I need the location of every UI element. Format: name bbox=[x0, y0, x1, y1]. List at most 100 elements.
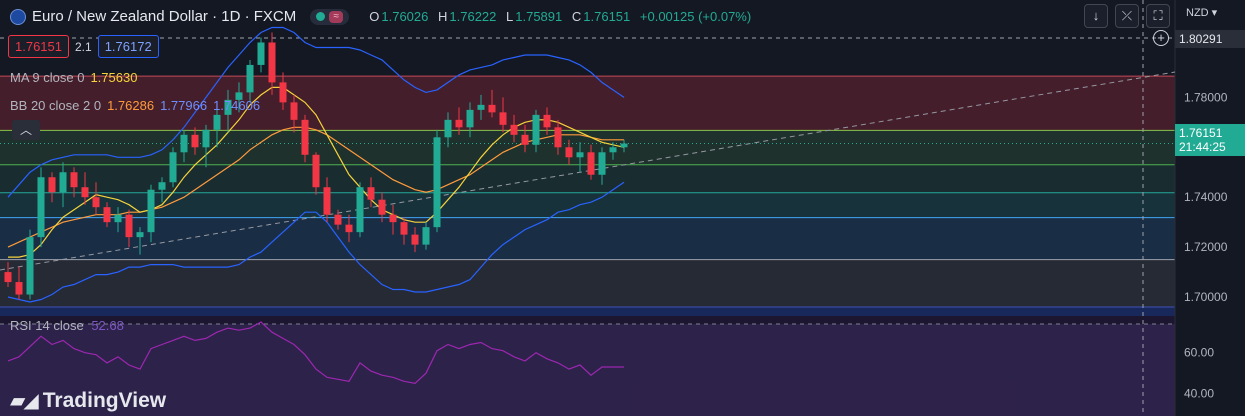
rsi-pane bbox=[0, 316, 1175, 416]
candle-body bbox=[312, 154, 320, 188]
candle-body bbox=[147, 189, 155, 233]
candle-body bbox=[389, 214, 397, 223]
trade-panel: 1.76151 2.1 1.76172 bbox=[8, 35, 159, 58]
ohlc-values: O 1.76026 H 1.76222 L 1.75891 C 1.76151 +0.0… bbox=[369, 9, 752, 24]
candle-body bbox=[455, 119, 463, 128]
rsi-tick-label: 40.00 bbox=[1184, 387, 1214, 401]
candle-body bbox=[103, 207, 111, 223]
bar-countdown: 21:44:25 bbox=[1179, 140, 1226, 154]
brand-name: TradingView bbox=[42, 388, 167, 412]
sell-button[interactable]: 1.76151 bbox=[8, 35, 69, 58]
candle-body bbox=[257, 42, 265, 65]
bb-lower-value: 1.74606 bbox=[213, 98, 261, 113]
candle-body bbox=[290, 102, 298, 120]
candle-body bbox=[224, 99, 232, 115]
collapse-icon: ⤫ bbox=[1121, 8, 1133, 23]
rsi-value: 52.68 bbox=[91, 318, 124, 333]
bb-legend[interactable]: BB 20 close 2 0 1.76286 1.77966 1.74606 bbox=[0, 96, 270, 115]
ma-name: MA 9 close 0 bbox=[10, 70, 85, 85]
market-open-icon bbox=[316, 12, 326, 21]
rsi-tick-label: 60.00 bbox=[1184, 346, 1214, 360]
spread-value: 2.1 bbox=[75, 39, 92, 54]
fib-zone bbox=[0, 192, 1175, 218]
candle-body bbox=[587, 152, 595, 175]
candle-body bbox=[213, 114, 221, 130]
candle-body bbox=[609, 147, 617, 153]
candle-body bbox=[345, 224, 353, 233]
candle-body bbox=[48, 177, 56, 193]
bb-basis-value: 1.76286 bbox=[107, 98, 155, 113]
bb-upper-value: 1.77966 bbox=[160, 98, 208, 113]
chevron-down-icon: ▾ bbox=[1211, 7, 1218, 19]
candle-body bbox=[356, 187, 364, 233]
crosshair-price-tag: 1.80291 bbox=[1175, 30, 1245, 48]
candle-body bbox=[554, 127, 562, 148]
candle-body bbox=[114, 214, 122, 223]
bb-upper-line bbox=[7, 26, 625, 198]
fullscreen-icon: ⛶ bbox=[1153, 8, 1163, 23]
candle-body bbox=[466, 109, 474, 128]
candle-body bbox=[70, 172, 78, 188]
candle-body bbox=[400, 222, 408, 235]
candle-body bbox=[301, 119, 309, 155]
collapse-legend-button[interactable]: ︿ bbox=[12, 120, 40, 140]
fib-zone bbox=[0, 76, 1175, 131]
price-tick-label: 1.72000 bbox=[1184, 240, 1228, 254]
currency-flag-icon bbox=[10, 8, 26, 25]
candle-body bbox=[26, 237, 34, 295]
candle-body bbox=[191, 134, 199, 148]
candle-body bbox=[576, 152, 584, 158]
tradingview-logo[interactable]: ▰◢ TradingView bbox=[10, 388, 166, 413]
price-tick-label: 1.74000 bbox=[1184, 190, 1228, 204]
currency-selector[interactable]: NZD ▾ bbox=[1186, 7, 1218, 19]
candle-body bbox=[477, 104, 485, 110]
ma-legend[interactable]: MA 9 close 0 1.75630 bbox=[0, 68, 147, 87]
buy-button[interactable]: 1.76172 bbox=[97, 35, 159, 58]
candle-body bbox=[92, 197, 100, 208]
current-price-tag: 1.76151 21:44:25 bbox=[1175, 124, 1245, 156]
candle-body bbox=[422, 227, 430, 245]
data-status-icon: ≈ bbox=[329, 10, 344, 23]
candle-body bbox=[488, 104, 496, 113]
price-tick-label: 1.78000 bbox=[1184, 90, 1228, 104]
bb-basis-line bbox=[7, 126, 624, 248]
candle-body bbox=[169, 152, 177, 183]
candle-body bbox=[565, 147, 573, 158]
candle-body bbox=[433, 137, 441, 228]
rsi-name: RSI 14 close bbox=[10, 318, 84, 333]
candle-body bbox=[125, 214, 133, 238]
fib-zone bbox=[0, 259, 1175, 308]
candle-body bbox=[158, 182, 166, 190]
rsi-legend[interactable]: RSI 14 close 52.68 bbox=[10, 318, 124, 333]
candle-body bbox=[444, 119, 452, 138]
candle-body bbox=[246, 64, 254, 93]
bb-lower-line bbox=[7, 181, 625, 303]
tradingview-mark-icon: ▰◢ bbox=[10, 390, 39, 412]
arrow-down-button[interactable]: ↓ bbox=[1084, 4, 1108, 28]
symbol-title[interactable]: Euro / New Zealand Dollar · 1D · FXCM bbox=[32, 8, 297, 25]
candle-body bbox=[180, 134, 188, 153]
symbol-header: Euro / New Zealand Dollar · 1D · FXCM ≈ … bbox=[10, 8, 757, 25]
arrow-down-icon: ↓ bbox=[1092, 8, 1100, 23]
candle-body bbox=[510, 124, 518, 135]
price-tick-label: 1.70000 bbox=[1184, 290, 1228, 304]
price-change: +0.00125 (+0.07%) bbox=[639, 9, 752, 24]
candle-body bbox=[543, 114, 551, 128]
candle-body bbox=[499, 112, 507, 125]
candle-body bbox=[532, 114, 540, 145]
candle-body bbox=[411, 234, 419, 245]
chevron-up-icon: ︿ bbox=[19, 123, 32, 137]
candle-body bbox=[136, 232, 144, 238]
collapse-button[interactable]: ⤫ bbox=[1115, 4, 1139, 28]
add-alert-button[interactable]: + bbox=[1153, 30, 1169, 46]
candle-body bbox=[598, 152, 606, 175]
candle-body bbox=[202, 129, 210, 148]
bb-name: BB 20 close 2 0 bbox=[10, 98, 102, 113]
price-scale bbox=[1175, 0, 1245, 416]
candle-body bbox=[4, 272, 12, 283]
fullscreen-button[interactable]: ⛶ bbox=[1146, 4, 1170, 28]
ma-value: 1.75630 bbox=[90, 70, 138, 85]
market-status[interactable]: ≈ bbox=[310, 8, 350, 25]
candle-body bbox=[268, 42, 276, 83]
